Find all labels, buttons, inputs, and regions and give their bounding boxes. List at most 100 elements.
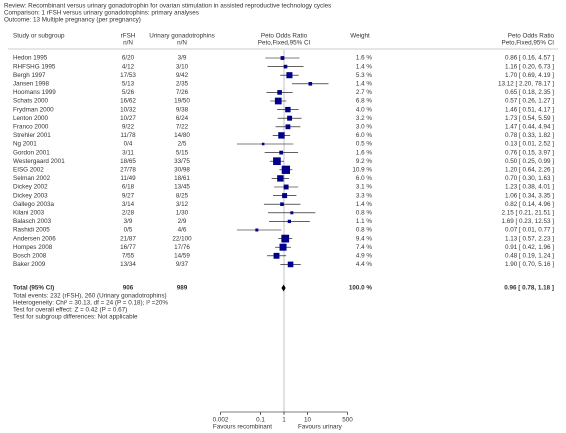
x-tick-label: 0.1: [256, 417, 265, 424]
weight-label: 0.8 %: [356, 227, 373, 234]
weight-label: 3.2 %: [356, 115, 373, 122]
effect-label: 0.57 [ 0.26, 1.27 ]: [505, 98, 554, 105]
study-name: Lenton 2000: [13, 115, 49, 122]
group2-events: 30/98: [174, 166, 190, 173]
column-header: rFSH: [121, 33, 136, 40]
effect-square: [281, 165, 290, 174]
group2-events: 9/37: [176, 261, 189, 268]
study-name: Bergh 1997: [13, 72, 46, 79]
group1-events: 21/87: [120, 235, 136, 242]
weight-label: 3.0 %: [356, 123, 373, 130]
group2-events: 33/75: [174, 158, 190, 165]
group2-events: 3/10: [176, 63, 189, 70]
x-tick-label: 10: [304, 417, 312, 424]
group1-events: 6/20: [122, 55, 135, 62]
group1-events: 10/27: [120, 115, 136, 122]
effect-square: [287, 115, 293, 121]
effect-square: [285, 124, 291, 130]
effect-label: 0.76 [ 0.15, 3.97 ]: [505, 149, 554, 156]
group1-events: 3/11: [122, 149, 134, 156]
group1-events: 27/78: [120, 166, 136, 173]
weight-label: 1.4 %: [356, 80, 373, 87]
effect-label: 0.70 [ 0.30, 1.63 ]: [505, 175, 554, 182]
effect-label: 0.82 [ 0.14, 4.96 ]: [505, 201, 554, 208]
effect-square: [283, 64, 288, 69]
group1-events: 6/18: [122, 184, 135, 191]
effect-label: 1.23 [ 0.38, 4.01 ]: [505, 184, 554, 191]
group2-events: 2/35: [176, 80, 189, 87]
favours-left: Favours recombinant: [213, 424, 272, 431]
effect-square: [280, 202, 284, 207]
group2-events: 19/50: [174, 98, 190, 105]
x-tick-label: 0.002: [213, 417, 229, 424]
total-diamond: [281, 284, 286, 292]
column-subheader: Peto,Fixed,95% CI: [258, 40, 311, 47]
study-name: Strehler 2001: [13, 132, 51, 139]
effect-label: 0.78 [ 0.33, 1.82 ]: [505, 132, 554, 139]
column-header: Peto Odds Ratio: [508, 33, 555, 40]
weight-label: 5.3 %: [356, 72, 373, 79]
effect-square: [255, 228, 259, 232]
effect-square: [287, 219, 292, 224]
effect-label: 1.20 [ 0.64, 2.26 ]: [505, 166, 554, 173]
weight-label: 6.0 %: [356, 132, 373, 139]
group2-events: 9/38: [176, 106, 189, 113]
group2-events: 8/25: [176, 192, 189, 199]
effect-label: 0.13 [ 0.01, 2.52 ]: [505, 141, 554, 148]
column-subheader: n/N: [123, 40, 133, 47]
effect-label: 1.13 [ 0.57, 2.23 ]: [505, 235, 554, 242]
effect-square: [285, 106, 291, 113]
study-name: Dickey 2002: [13, 184, 48, 191]
effect-square: [286, 72, 293, 79]
total-group2: 989: [177, 285, 188, 292]
group1-events: 16/77: [120, 244, 136, 251]
study-name: Ng 2001: [13, 141, 37, 148]
column-subheader: n/N: [177, 40, 187, 47]
group2-events: 9/42: [176, 72, 189, 79]
column-header: Study or subgroup: [13, 33, 65, 40]
effect-label: 1.69 [ 0.23, 12.53 ]: [501, 218, 554, 225]
total-effect: 0.96 [ 0.78, 1.18 ]: [504, 285, 554, 292]
group2-events: 4/6: [178, 227, 187, 234]
group1-events: 18/65: [120, 158, 136, 165]
outcome: Outcome: 13 Multiple pregnancy (per preg…: [4, 17, 141, 24]
study-name: Frydman 2000: [13, 106, 54, 113]
effect-square: [277, 90, 282, 95]
effect-square: [273, 252, 280, 259]
weight-label: 7.4 %: [356, 244, 373, 251]
column-header: Peto Odds Ratio: [261, 33, 308, 40]
favours-right: Favours urinary: [298, 424, 343, 431]
effect-label: 1.90 [ 0.70, 5.16 ]: [505, 261, 554, 268]
group1-events: 0/5: [124, 227, 133, 234]
effect-label: 0.91 [ 0.42, 1.96 ]: [505, 244, 554, 251]
column-header: Urinary gonadotrophins: [149, 33, 214, 40]
group1-events: 17/53: [120, 72, 136, 79]
group2-events: 7/22: [176, 123, 189, 130]
weight-label: 1.6 %: [356, 149, 373, 156]
footnote: Test for subgroup differences: Not appli…: [13, 314, 138, 321]
effect-label: 13.12 [ 2.20, 78.17 ]: [498, 80, 554, 87]
group1-events: 5/26: [122, 89, 135, 96]
group2-events: 22/100: [172, 235, 192, 242]
x-tick-label: 500: [342, 417, 353, 424]
footnote: Test for overall effect: Z = 0.42 (P = 0…: [13, 307, 127, 314]
group2-events: 3/9: [178, 55, 187, 62]
group2-events: 14/59: [174, 252, 190, 259]
study-name: Hompes 2008: [13, 244, 53, 251]
weight-label: 3.1 %: [356, 184, 373, 191]
weight-label: 0.5 %: [356, 141, 373, 148]
group1-events: 4/12: [122, 63, 135, 70]
weight-label: 1.4 %: [356, 63, 373, 70]
effect-label: 1.73 [ 0.54, 5.59 ]: [505, 115, 554, 122]
effect-label: 0.65 [ 0.18, 2.35 ]: [505, 89, 554, 96]
group2-events: 1/30: [176, 209, 189, 216]
effect-label: 2.15 [ 0.21, 21.51 ]: [501, 209, 554, 216]
study-name: Kilani 2003: [13, 209, 45, 216]
group2-events: 6/24: [176, 115, 189, 122]
study-name: RHFSHG 1995: [13, 63, 56, 70]
group2-events: 3/12: [176, 201, 189, 208]
column-header: Weight: [350, 33, 370, 40]
effect-square: [283, 184, 289, 190]
study-name: EISG 2002: [13, 166, 44, 173]
effect-square: [287, 261, 294, 268]
